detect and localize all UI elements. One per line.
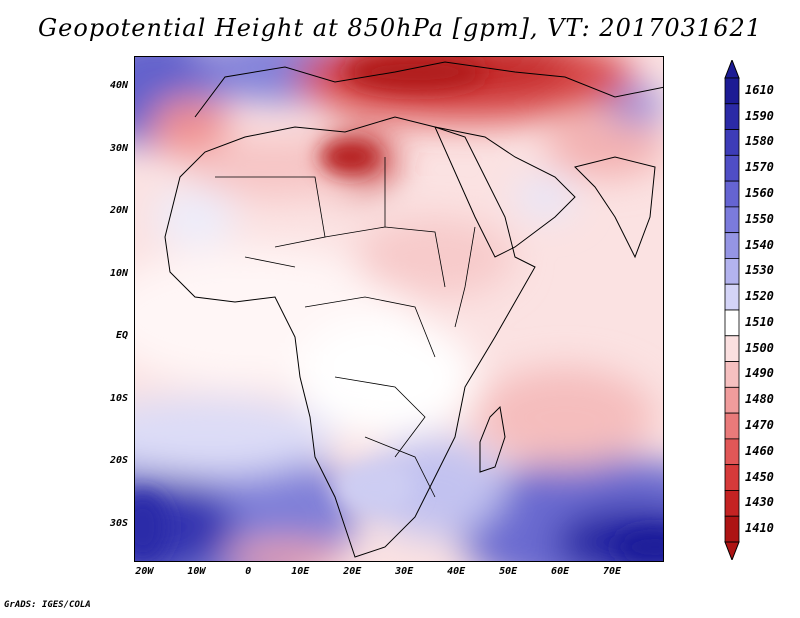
height-field [135,57,663,561]
arabia-outline [434,126,576,258]
colorbar-top-arrow [724,60,740,79]
colorbar-label: 1450 [745,469,774,484]
colorbar-segment [724,515,740,543]
x-tick-label: 40E [447,566,466,577]
x-tick-label: 60E [551,566,570,577]
y-tick-label: 10N [109,267,128,279]
x-tick-label: 10E [291,566,310,577]
map-panel [134,56,664,562]
y-tick-label: 20S [109,455,128,467]
africa-outline [164,116,536,558]
colorbar-segment [724,438,740,466]
colorbar-segment [724,335,740,362]
colorbar-segment [724,258,740,285]
colorbar-segment [724,464,740,491]
x-tick-label: 10W [187,566,206,577]
colorbar-label: 1520 [745,289,774,304]
colorbar-segment [724,283,740,311]
geopotential-map [135,57,663,561]
x-tick-label: 70E [603,566,622,577]
x-tick-label: 30E [395,566,414,577]
colorbar-label: 1500 [745,340,774,355]
colorbar-segment [724,180,740,208]
colorbar-label: 1430 [745,495,774,510]
colorbar-label: 1560 [745,186,774,200]
colorbar-bottom-arrow [724,541,740,560]
colorbar-segment [724,77,740,105]
chart-title: Geopotential Height at 850hPa [gpm], VT:… [38,14,762,42]
colorbar-segment [724,154,740,182]
colorbar-segment [724,490,740,517]
colorbar-label: 1410 [745,521,774,536]
colorbar-label: 1510 [745,314,774,329]
colorbar-segment [724,386,740,414]
y-tick-label: EQ [115,330,128,342]
x-tick-label: 20E [343,566,362,577]
colorbar-segment [724,206,740,234]
colorbar-label: 1580 [745,134,774,149]
y-tick-label: 40N [109,80,128,92]
colorbar-label: 1570 [745,160,774,175]
colorbar-segment [724,232,740,259]
colorbar-label: 1550 [745,211,774,226]
colorbar-label: 1610 [745,82,774,97]
colorbar-label: 1470 [745,418,774,432]
y-tick-label: 30N [109,142,128,154]
colorbar-segment [724,103,740,130]
india-outline [574,156,656,259]
colorbar-label: 1460 [745,443,774,458]
x-tick-label: 20W [135,566,154,577]
colorbar-label: 1490 [745,366,774,381]
colorbar-label: 1590 [745,108,774,123]
colorbar [724,60,740,560]
y-tick-label: 20N [109,205,128,217]
coastlines [164,61,663,558]
height-field-detail [135,57,663,561]
x-tick-label: 50E [499,566,518,577]
colorbar-segment [724,309,740,337]
colorbar-segment [724,412,740,440]
x-tick-label: 0 [245,566,252,577]
madagascar-outline [479,405,506,473]
europe-coast [194,61,663,118]
country-borders [215,157,476,498]
y-tick-label: 30S [109,517,128,529]
colorbar-label: 1480 [745,392,774,407]
colorbar-segment [724,129,740,156]
y-tick-label: 10S [109,392,128,404]
colorbar-segment [724,361,740,388]
grads-credit: GrADS: IGES/COLA [4,600,91,610]
colorbar-label: 1540 [745,237,774,252]
colorbar-label: 1530 [745,263,774,278]
